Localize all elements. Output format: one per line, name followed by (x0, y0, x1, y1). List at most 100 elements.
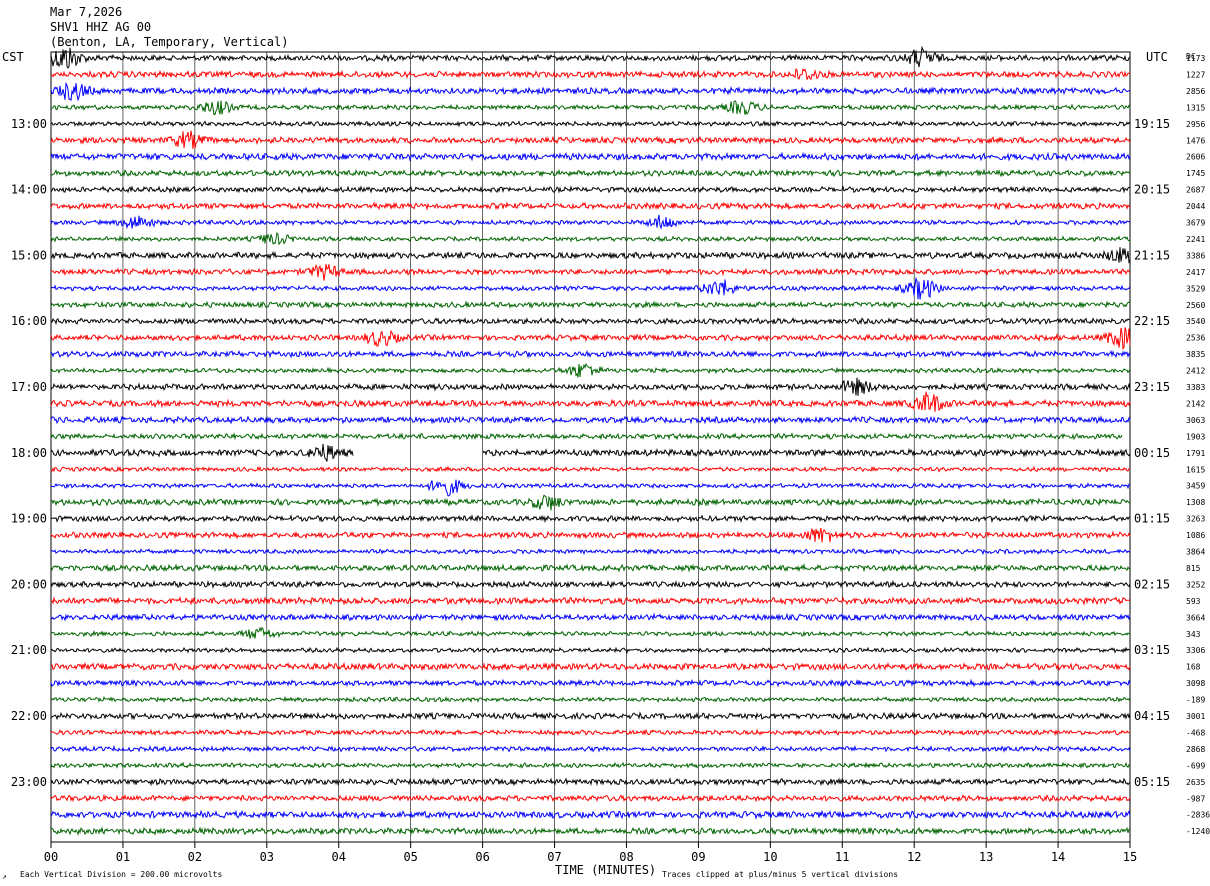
dc-offset-label: 343 (1186, 630, 1201, 639)
dc-offset-label: 1476 (1186, 136, 1205, 145)
dc-offset-label: 3098 (1186, 679, 1205, 688)
dc-offset-label: 3386 (1186, 251, 1205, 260)
dc-offset-label: 3383 (1186, 383, 1205, 392)
trace-row (50, 247, 1131, 264)
dc-offset-label: -189 (1186, 696, 1205, 705)
right-timezone-label: UTC (1146, 50, 1168, 64)
trace-row (50, 168, 1131, 178)
x-tick-label: 03 (260, 850, 274, 864)
trace-row (50, 695, 1131, 703)
x-axis-title: TIME (MINUTES) (555, 863, 657, 877)
dc-offset-label: 2412 (1186, 367, 1205, 376)
dc-offset-label: 3263 (1186, 515, 1205, 524)
dc-offset-label: -987 (1186, 794, 1205, 803)
x-tick-label: 09 (691, 850, 705, 864)
trace-row (50, 82, 1131, 102)
trace-row (50, 443, 1131, 462)
trace-row (50, 646, 1131, 654)
dc-offset-label: 815 (1186, 564, 1201, 573)
trace-row (50, 130, 1131, 150)
trace-row (50, 100, 1131, 116)
dc-offset-label: 1745 (1186, 169, 1205, 178)
utc-hour-label: 22:15 (1134, 314, 1170, 328)
utc-hour-label: 04:15 (1134, 709, 1170, 723)
cst-hour-label: 19:00 (11, 512, 47, 526)
dc-offset-label: 2241 (1186, 235, 1205, 244)
trace-row (50, 276, 1131, 300)
trace-row (50, 327, 1131, 351)
trace-row (50, 362, 1131, 378)
dc-offset-label: 2560 (1186, 301, 1205, 310)
trace-row (50, 479, 1131, 497)
trace-row (50, 514, 1131, 524)
utc-hour-label: 02:15 (1134, 577, 1170, 591)
dc-offset-label: 1903 (1186, 432, 1205, 441)
trace-row (50, 45, 1131, 69)
dc-offset-label: 2142 (1186, 399, 1205, 408)
trace-row (50, 391, 1131, 412)
cst-hour-label: 14:00 (11, 183, 47, 197)
trace-row (50, 263, 1131, 281)
dc-offset-label: 3459 (1186, 482, 1205, 491)
dc-offset-label: 2868 (1186, 745, 1205, 754)
dc-offset-label: 1791 (1186, 449, 1205, 458)
trace-row (50, 68, 1131, 81)
dc-offset-label: 3529 (1186, 284, 1205, 293)
trace-row (50, 465, 1131, 473)
dc-offset-label: -699 (1186, 761, 1205, 770)
trace-row (50, 661, 1131, 672)
dc-offset-label: 2536 (1186, 334, 1205, 343)
trace-row (50, 151, 1131, 162)
utc-hour-label: 01:15 (1134, 512, 1170, 526)
cst-hour-label: 13:00 (11, 117, 47, 131)
corner-arrow-icon: ↗ (2, 872, 7, 881)
dc-offset-label: 2956 (1186, 120, 1205, 129)
x-tick-label: 07 (547, 850, 561, 864)
dc-offset-label: 2606 (1186, 153, 1205, 162)
utc-hour-label: 05:15 (1134, 775, 1170, 789)
trace-row (50, 300, 1131, 310)
trace-row (50, 415, 1131, 425)
trace-row (50, 214, 1131, 230)
dc-offset-label: 2856 (1186, 87, 1205, 96)
trace-row (50, 349, 1131, 359)
x-tick-label: 00 (44, 850, 58, 864)
plot-frame (50, 51, 1131, 843)
cst-hour-label: 15:00 (11, 248, 47, 262)
trace-row (50, 711, 1131, 721)
trace-row (50, 809, 1131, 820)
utc-hour-label: 23:15 (1134, 380, 1170, 394)
station-location: (Benton, LA, Temporary, Vertical) (50, 35, 289, 49)
cst-hour-label: 16:00 (11, 314, 47, 328)
dc-offset-label: 3864 (1186, 548, 1205, 557)
dc-offset-label: 1173 (1186, 54, 1205, 63)
dc-offset-label: 3679 (1186, 219, 1205, 228)
dc-offset-label: 3063 (1186, 416, 1205, 425)
trace-row (50, 579, 1131, 589)
trace-row (50, 826, 1131, 836)
trace-row (50, 612, 1131, 622)
dc-offset-label: 1315 (1186, 103, 1205, 112)
x-tick-label: 11 (835, 850, 849, 864)
x-tick-label: 12 (907, 850, 921, 864)
dc-offset-label: 2687 (1186, 186, 1205, 195)
trace-row (50, 744, 1131, 753)
utc-hour-label: 21:15 (1134, 248, 1170, 262)
cst-hour-label: 22:00 (11, 709, 47, 723)
x-tick-label: 02 (188, 850, 202, 864)
x-tick-label: 05 (403, 850, 417, 864)
x-tick-label: 15 (1123, 850, 1137, 864)
dc-offset-label: 3664 (1186, 613, 1205, 622)
dc-offset-label: 1615 (1186, 465, 1205, 474)
station-code: SHV1 HHZ AG 00 (50, 20, 152, 34)
x-tick-label: 13 (979, 850, 993, 864)
trace-row (50, 595, 1130, 606)
x-tick-label: 14 (1051, 850, 1065, 864)
dc-offset-header: DC (1186, 52, 1196, 61)
dc-offset-label: -1240 (1186, 827, 1210, 836)
trace-row (50, 377, 1131, 396)
dc-offset-label: 3252 (1186, 580, 1205, 589)
cst-hour-label: 20:00 (11, 577, 47, 591)
trace-row (51, 434, 1130, 439)
